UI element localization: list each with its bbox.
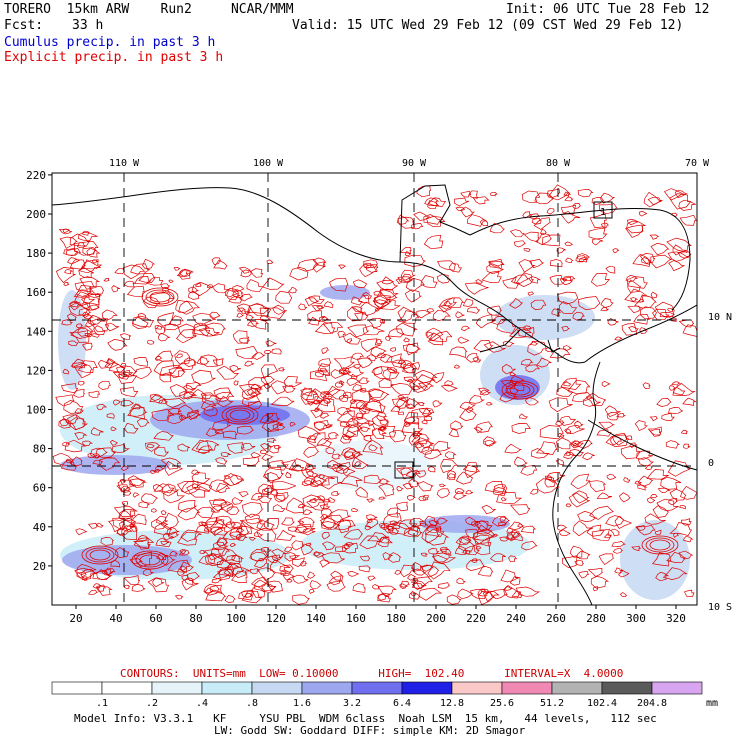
longitude-label: 80 W	[546, 158, 571, 169]
x-tick-label: 300	[626, 612, 646, 625]
x-tick-label: 260	[546, 612, 566, 625]
colorbar-swatch	[151, 681, 203, 695]
colorbar-level: .4	[196, 698, 208, 709]
contour-info: CONTOURS: UNITS=mm LOW= 0.10000 HIGH= 10…	[120, 667, 624, 680]
x-tick-label: 180	[386, 612, 406, 625]
y-tick-label: 100	[26, 404, 46, 417]
x-tick-label: 320	[666, 612, 686, 625]
color-bar: .1 .2 .4 .8 1.6 3.2 6.4 12.8 25.6 51.2 102.4 204.8 m…	[51, 681, 718, 709]
x-tick-label: 240	[506, 612, 526, 625]
colorbar-swatch	[101, 681, 153, 695]
map-frame	[51, 172, 698, 606]
region-box-label: 1	[600, 207, 606, 218]
coastlines: 1	[52, 184, 697, 605]
colorbar-swatch	[401, 681, 453, 695]
x-tick-label: 200	[426, 612, 446, 625]
legend-explicit: Explicit precip. in past 3 h	[4, 50, 224, 65]
init-time: Init: 06 UTC Tue 28 Feb 12	[506, 2, 710, 17]
x-tick-label: 40	[109, 612, 122, 625]
x-tick-label: 80	[189, 612, 202, 625]
colorbar-swatch	[351, 681, 403, 695]
colorbar-level: 25.6	[490, 698, 514, 709]
legend-cumulus: Cumulus precip. in past 3 h	[4, 35, 216, 50]
x-tick-label: 20	[69, 612, 82, 625]
y-tick-label: 140	[26, 325, 46, 338]
colorbar-level: 204.8	[637, 698, 667, 709]
y-tick-label: 180	[26, 247, 46, 260]
x-tick-label: 120	[266, 612, 286, 625]
y-tick-label: 160	[26, 286, 46, 299]
model-info: Model Info: V3.3.1 KF YSU PBL WDM 6class…	[74, 712, 657, 725]
latitude-label: 10 S	[708, 602, 732, 613]
colorbar-swatch	[201, 681, 253, 695]
physics-info: LW: Godd SW: Goddard DIFF: simple KM: 2D…	[214, 724, 526, 737]
x-tick-label: 100	[226, 612, 246, 625]
colorbar-swatch	[51, 681, 103, 695]
forecast-hour: 33 h	[72, 18, 104, 33]
x-tick-label: 60	[149, 612, 162, 625]
y-tick-label: 40	[33, 521, 46, 534]
x-tick-label: 280	[586, 612, 606, 625]
colorbar-swatch	[651, 681, 703, 695]
colorbar-level: 3.2	[343, 698, 361, 709]
y-tick-label: 220	[26, 169, 46, 182]
longitude-label: 70 W	[685, 158, 710, 169]
colorbar-swatch	[601, 681, 653, 695]
y-tick-label: 120	[26, 364, 46, 377]
colorbar-level: 6.4	[393, 698, 411, 709]
colorbar-swatch	[301, 681, 353, 695]
colorbar-level: .2	[146, 698, 158, 709]
x-tick-label: 140	[306, 612, 326, 625]
cumulus-precip-shading	[58, 285, 690, 600]
colorbar-level: 51.2	[540, 698, 564, 709]
lat-lon-grid	[52, 173, 697, 605]
forecast-label: Fcst:	[4, 18, 44, 33]
y-tick-label: 80	[33, 443, 46, 456]
valid-time: Valid: 15 UTC Wed 29 Feb 12 (09 CST Wed …	[292, 18, 684, 33]
colorbar-swatch	[551, 681, 603, 695]
model-title: TORERO 15km ARW Run2 NCAR/MMM	[4, 2, 294, 17]
y-tick-label: 60	[33, 482, 46, 495]
y-tick-label: 20	[33, 560, 46, 573]
x-tick-label: 220	[466, 612, 486, 625]
colorbar-level: .1	[96, 698, 108, 709]
longitude-label: 90 W	[402, 158, 427, 169]
y-tick-label: 200	[26, 208, 46, 221]
colorbar-level: .8	[246, 698, 258, 709]
colorbar-swatch	[251, 681, 303, 695]
colorbar-level: 102.4	[587, 698, 617, 709]
latitude-label: 0	[708, 458, 714, 469]
colorbar-swatch	[501, 681, 553, 695]
longitude-label: 110 W	[109, 158, 140, 169]
longitude-label: 100 W	[253, 158, 284, 169]
colorbar-level: 12.8	[440, 698, 464, 709]
x-tick-label: 160	[346, 612, 366, 625]
colorbar-swatch	[451, 681, 503, 695]
map-axes: 20 40 60 80 100 120 140 160 180 200 220 240 260 280 30…	[26, 158, 732, 625]
colorbar-unit: mm	[706, 698, 718, 709]
latitude-label: 10 N	[708, 312, 732, 323]
colorbar-level: 1.6	[293, 698, 311, 709]
